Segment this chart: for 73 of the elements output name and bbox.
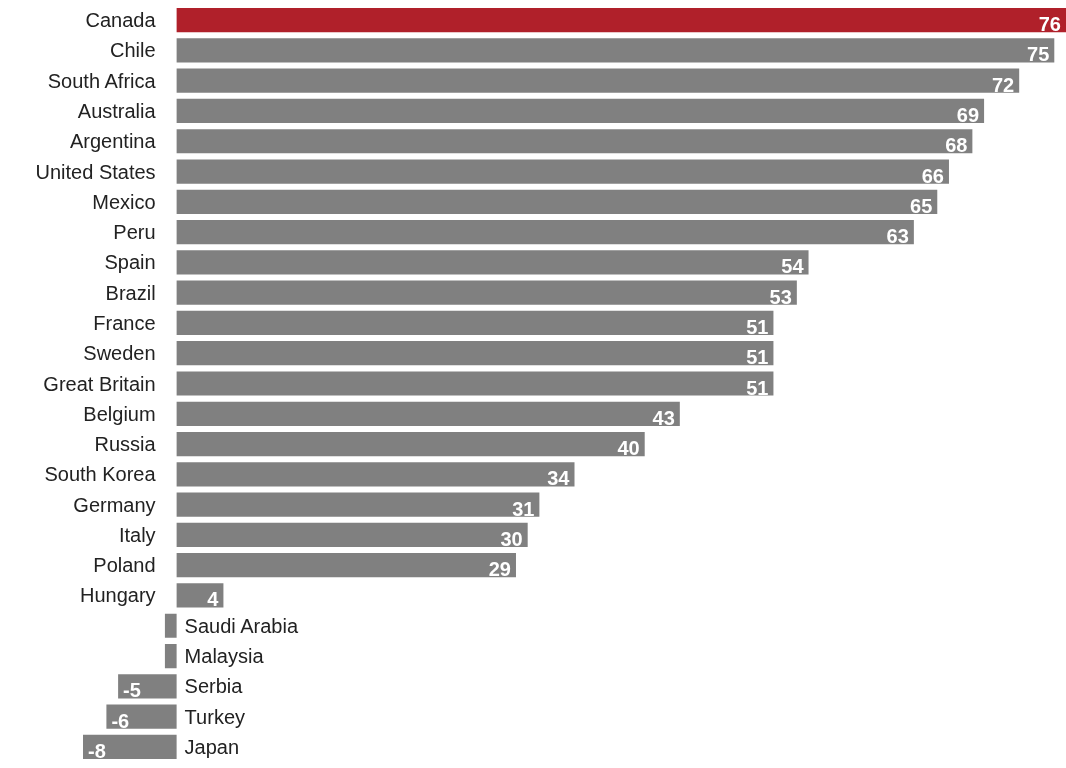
bar [176, 431, 645, 457]
y-tick-label: Australia [77, 99, 157, 122]
bar [176, 159, 949, 184]
y-tick-label: Saudi Arabia [184, 614, 299, 637]
bar [176, 553, 516, 578]
y-tick-label: United States [35, 160, 156, 183]
data-label: 66 [921, 164, 944, 187]
bar [176, 68, 1020, 93]
data-label: 30 [500, 527, 523, 550]
data-label: -5 [123, 679, 141, 702]
data-label: 34 [547, 467, 571, 490]
y-tick-label: Russia [94, 433, 157, 456]
bar [176, 341, 774, 366]
bar [83, 734, 177, 759]
data-label: 75 [1027, 43, 1050, 66]
y-tick-label: Mexico [92, 190, 156, 213]
y-tick-label: Brazil [105, 281, 156, 304]
data-label: 65 [910, 194, 933, 217]
bar [176, 462, 575, 487]
data-label: -8 [88, 739, 106, 762]
y-tick-label: Hungary [80, 584, 156, 607]
y-tick-label: Poland [93, 554, 156, 577]
data-label: 68 [945, 134, 968, 157]
bar [176, 371, 774, 396]
y-tick-label: Canada [85, 9, 157, 32]
y-tick-label: Sweden [83, 342, 156, 365]
data-label: 31 [512, 497, 535, 520]
bar [106, 704, 177, 729]
data-label: 76 [1038, 13, 1061, 36]
data-label: 51 [746, 376, 769, 399]
y-tick-label: Japan [184, 735, 240, 758]
data-label: 29 [488, 558, 511, 581]
y-tick-label: Italy [118, 523, 156, 546]
y-tick-label: Malaysia [184, 645, 265, 668]
bar [176, 8, 1066, 33]
y-tick-label: Peru [113, 221, 156, 244]
y-tick-label: Belgium [83, 402, 156, 425]
data-label: -6 [111, 709, 130, 732]
bar [176, 98, 985, 124]
bar [118, 674, 177, 699]
y-tick-label: Great Britain [43, 372, 156, 395]
bar [176, 583, 224, 608]
data-label: 53 [769, 285, 792, 308]
bar [164, 613, 177, 638]
data-label: 43 [652, 406, 675, 429]
y-tick-label: Serbia [184, 675, 244, 698]
data-label: 63 [886, 225, 909, 248]
data-label: 54 [781, 255, 805, 278]
y-tick-label: South Africa [47, 69, 157, 92]
bar [164, 643, 177, 669]
data-label: 4 [207, 588, 220, 611]
data-label: 51 [746, 346, 769, 369]
bar [176, 280, 797, 305]
data-label: 72 [991, 73, 1015, 96]
bar [176, 189, 938, 214]
data-label: 40 [617, 437, 640, 460]
y-tick-label: Spain [104, 251, 156, 274]
y-tick-label: Turkey [184, 705, 246, 728]
y-tick-label: France [93, 311, 156, 334]
bar [176, 492, 540, 517]
y-tick-label: South Korea [44, 463, 157, 486]
bar [176, 129, 973, 154]
bar [176, 522, 528, 548]
y-tick-label: Germany [73, 493, 156, 516]
y-tick-label: Argentina [69, 130, 157, 153]
y-tick-label: Chile [110, 39, 156, 62]
bar [176, 219, 914, 245]
bar [176, 401, 680, 426]
bar [176, 250, 809, 275]
bar [176, 38, 1055, 63]
bar [176, 310, 774, 336]
data-label: 69 [956, 103, 980, 126]
data-label: 51 [746, 315, 769, 338]
